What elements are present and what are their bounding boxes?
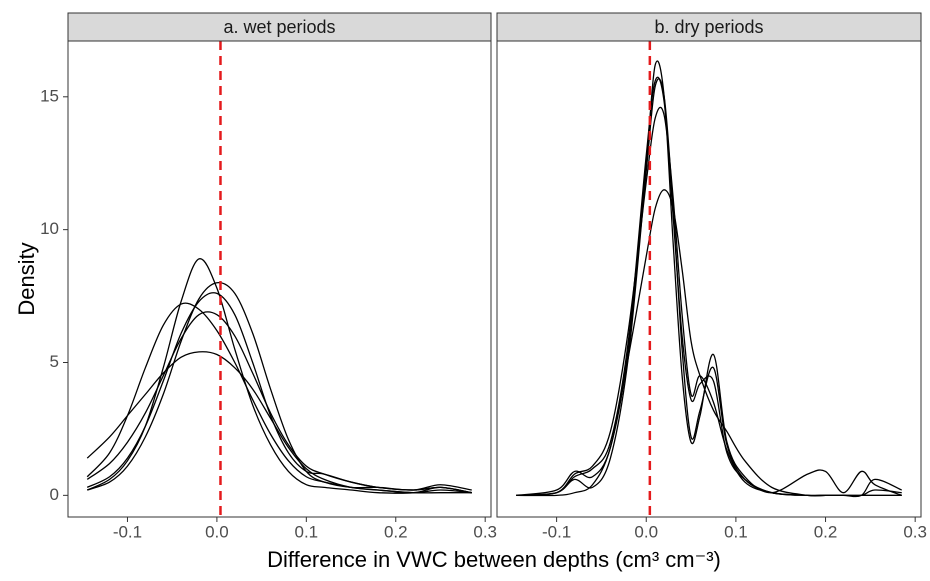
density-line [86,311,472,494]
density-line [516,189,902,497]
y-tick-label: 5 [50,352,59,371]
x-tick-label: 0.3 [903,522,927,541]
density-line [516,60,902,496]
panel-title: b. dry periods [654,17,763,37]
x-tick-label: 0.2 [814,522,838,541]
x-tick-label: 0.2 [384,522,408,541]
density-line [86,351,472,494]
y-tick-label: 0 [50,485,59,504]
density-line [516,76,902,498]
y-tick-label: 15 [40,86,59,105]
density-line [86,292,472,494]
x-tick-label: -0.1 [113,522,142,541]
x-tick-label: 0.0 [205,522,229,541]
x-tick-label: 0.3 [473,522,497,541]
panel-border [67,40,492,518]
x-axis-label: Difference in VWC between depths (cm³ cm… [267,547,721,572]
density-line [86,258,472,494]
x-tick-label: 0.0 [634,522,658,541]
density-line [86,302,472,494]
x-tick-label: 0.1 [295,522,319,541]
density-line [516,106,902,497]
x-tick-label: 0.1 [724,522,748,541]
y-tick-label: 10 [40,219,59,238]
x-tick-label: -0.1 [542,522,571,541]
density-line [516,78,902,497]
panel-strip [496,12,922,42]
y-axis-label: Density [14,242,39,315]
panel-strip [67,12,492,42]
panel-border [496,40,922,518]
panel-title: a. wet periods [223,17,335,37]
